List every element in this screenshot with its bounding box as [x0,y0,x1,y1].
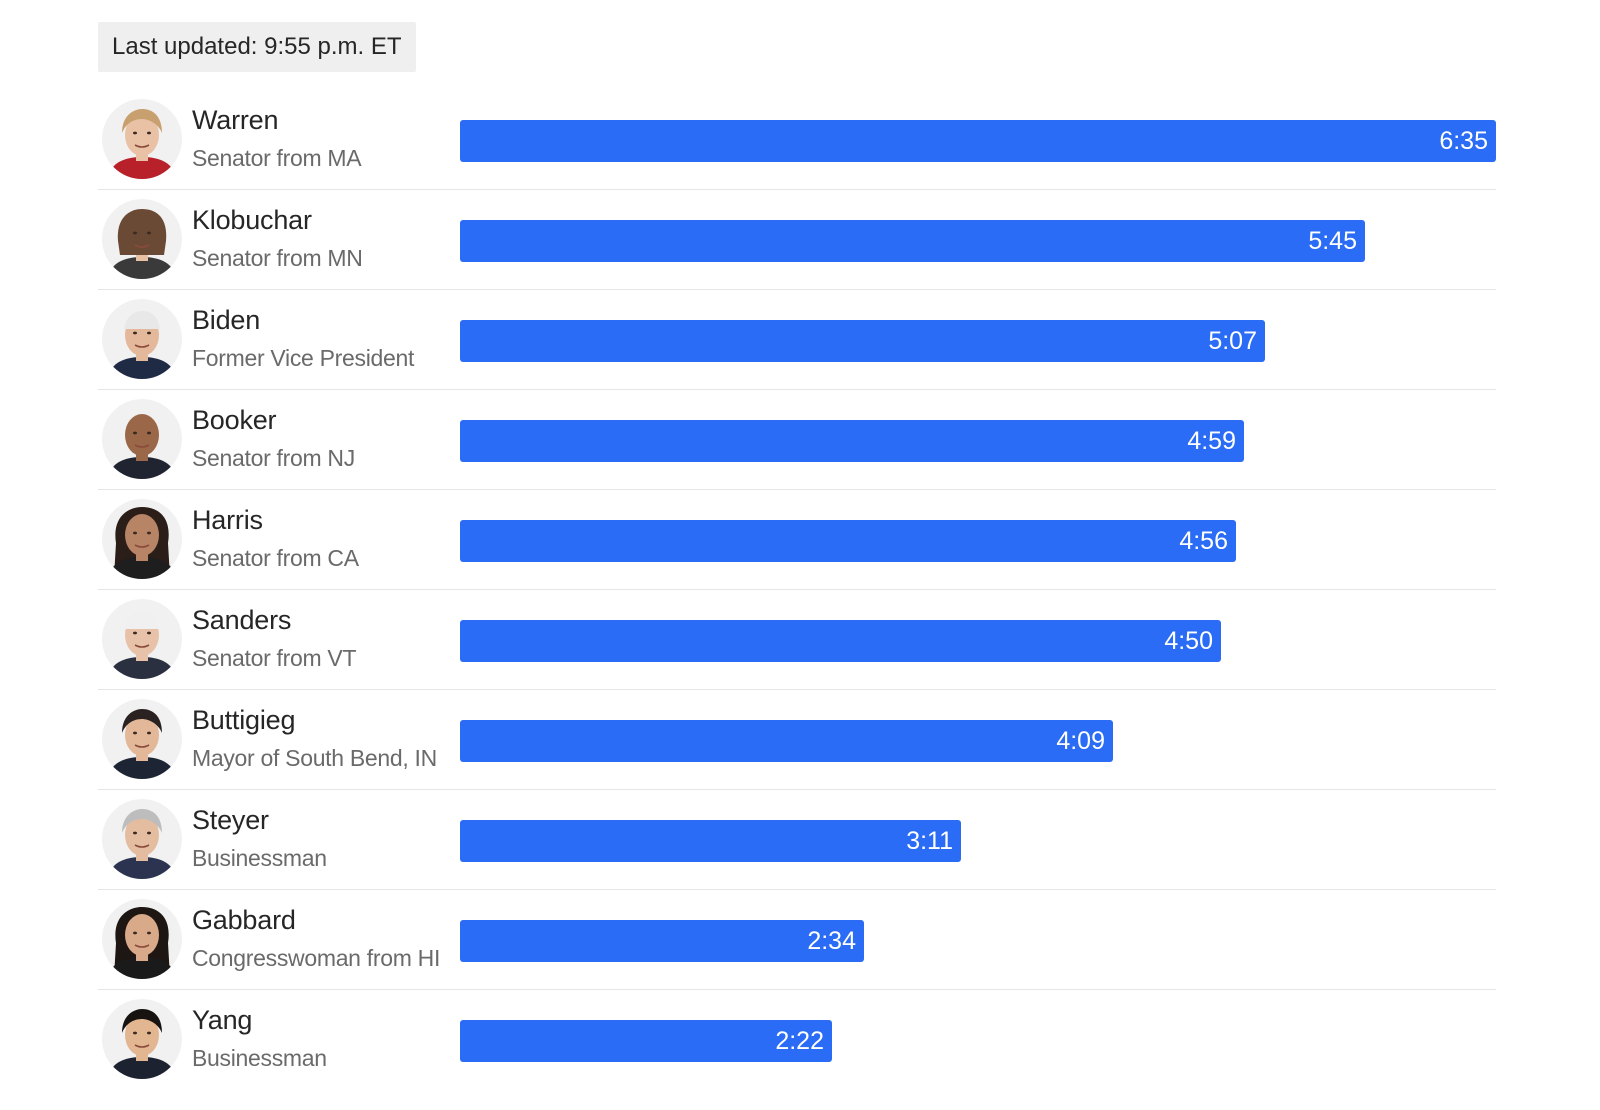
warren-portrait-icon [102,99,182,179]
candidate-name: Biden [192,305,261,335]
bar-track: 4:56 [460,520,1496,562]
candidate-title: Mayor of South Bend, IN [192,745,437,771]
speaking-time-bar: 5:45 [460,220,1365,262]
candidate-rows: Warren Senator from MA 6:35 Klobuchar Senat… [98,90,1496,1090]
bar-track: 4:09 [460,720,1496,762]
candidate-row: Gabbard Congresswoman from HI 2:34 [98,890,1496,990]
bar-track: 3:11 [460,820,1496,862]
candidate-name: Steyer [192,805,269,835]
candidate-row: Buttigieg Mayor of South Bend, IN 4:09 [98,690,1496,790]
candidate-title: Senator from NJ [192,445,355,471]
candidate-name: Gabbard [192,905,296,935]
candidate-name: Buttigieg [192,705,296,735]
candidate-row: Sanders Senator from VT 4:50 [98,590,1496,690]
candidate-row: Yang Businessman 2:22 [98,990,1496,1090]
candidate-row: Booker Senator from NJ 4:59 [98,390,1496,490]
booker-portrait-icon [102,399,182,479]
speaking-time-bar: 4:50 [460,620,1221,662]
speaking-time-label: 2:34 [807,927,856,955]
candidate-name: Warren [192,105,279,135]
speaking-time-bar: 6:35 [460,120,1496,162]
bar-track: 5:45 [460,220,1496,262]
speaking-time-bar: 2:22 [460,1020,832,1062]
harris-portrait-icon [102,499,182,579]
candidate-row: Warren Senator from MA 6:35 [98,90,1496,190]
candidate-title: Senator from MA [192,145,362,171]
candidate-title: Businessman [192,1045,327,1071]
candidate-title: Senator from MN [192,245,363,271]
speaking-time-bar: 3:11 [460,820,961,862]
biden-portrait-icon [102,299,182,379]
candidate-name: Yang [192,1005,253,1035]
bar-track: 2:34 [460,920,1496,962]
speaking-time-label: 4:56 [1179,527,1228,555]
candidate-title: Congresswoman from HI [192,945,441,971]
bar-track: 4:50 [460,620,1496,662]
bar-track: 2:22 [460,1020,1496,1062]
bar-track: 4:59 [460,420,1496,462]
speaking-time-bar: 5:07 [460,320,1265,362]
candidate-row: Harris Senator from CA 4:56 [98,490,1496,590]
last-updated-badge: Last updated: 9:55 p.m. ET [98,22,416,72]
speaking-time-label: 4:50 [1164,627,1213,655]
speaking-time-chart: Last updated: 9:55 p.m. ET Warren Senator… [98,22,1496,1090]
candidate-name: Klobuchar [192,205,312,235]
klobuchar-portrait-icon [102,199,182,279]
steyer-portrait-icon [102,799,182,879]
speaking-time-label: 5:45 [1308,227,1357,255]
candidate-name: Harris [192,505,263,535]
speaking-time-bar: 2:34 [460,920,864,962]
speaking-time-label: 3:11 [906,827,953,855]
candidate-title: Businessman [192,845,327,871]
speaking-time-label: 5:07 [1208,327,1257,355]
speaking-time-label: 4:59 [1187,427,1236,455]
candidate-title: Senator from VT [192,645,357,671]
buttigieg-portrait-icon [102,699,182,779]
candidate-row: Klobuchar Senator from MN 5:45 [98,190,1496,290]
gabbard-portrait-icon [102,899,182,979]
speaking-time-bar: 4:56 [460,520,1236,562]
candidate-row: Steyer Businessman 3:11 [98,790,1496,890]
candidate-title: Senator from CA [192,545,359,571]
candidate-row: Biden Former Vice President 5:07 [98,290,1496,390]
yang-portrait-icon [102,999,182,1079]
candidate-title: Former Vice President [192,345,415,371]
candidate-name: Booker [192,405,277,435]
speaking-time-label: 2:22 [775,1027,824,1055]
speaking-time-bar: 4:59 [460,420,1244,462]
sanders-portrait-icon [102,599,182,679]
speaking-time-label: 6:35 [1439,127,1488,155]
candidate-name: Sanders [192,605,292,635]
speaking-time-bar: 4:09 [460,720,1113,762]
speaking-time-label: 4:09 [1056,727,1105,755]
bar-track: 5:07 [460,320,1496,362]
bar-track: 6:35 [460,120,1496,162]
